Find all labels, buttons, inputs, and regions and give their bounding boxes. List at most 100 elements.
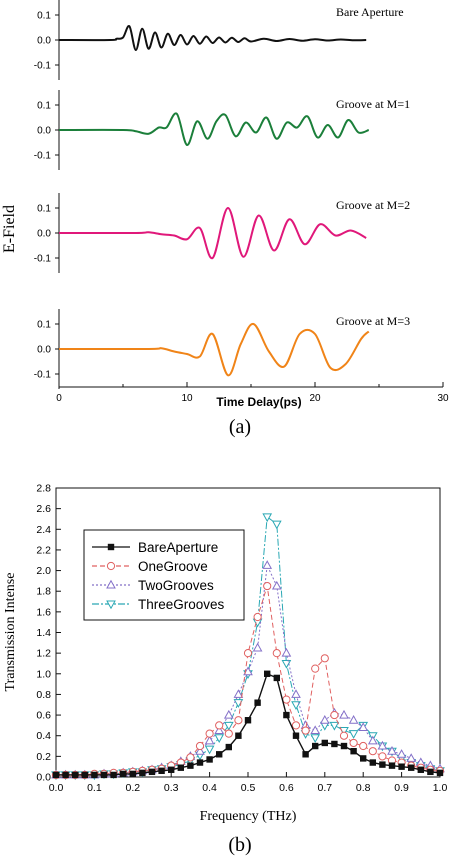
waveform-label: Groove at M=3 bbox=[336, 314, 410, 328]
data-point bbox=[72, 771, 79, 779]
data-point bbox=[320, 654, 329, 663]
data-point bbox=[243, 649, 253, 658]
data-point bbox=[91, 771, 98, 779]
data-point bbox=[319, 715, 330, 724]
data-point bbox=[339, 709, 349, 719]
data-point bbox=[253, 612, 262, 622]
data-point bbox=[106, 579, 116, 589]
data-point bbox=[120, 770, 127, 778]
data-point bbox=[330, 710, 339, 720]
x-tick-label: 0.3 bbox=[164, 782, 179, 794]
data-point bbox=[369, 759, 376, 766]
data-point bbox=[349, 738, 358, 748]
data-point bbox=[196, 759, 204, 766]
data-point bbox=[214, 734, 225, 744]
x-tick-label: 0.2 bbox=[125, 782, 140, 794]
data-point bbox=[379, 761, 386, 768]
data-point bbox=[81, 771, 88, 779]
data-point bbox=[52, 771, 60, 779]
waveform-label: Groove at M=1 bbox=[336, 97, 410, 111]
data-point bbox=[100, 771, 108, 779]
waveform-line bbox=[58, 206, 367, 260]
data-point bbox=[216, 751, 223, 758]
data-point bbox=[436, 769, 444, 777]
y-tick-label: 1.8 bbox=[36, 586, 51, 598]
waveform-line bbox=[58, 112, 370, 147]
legend-label: TwoGrooves bbox=[138, 578, 214, 593]
data-point bbox=[195, 741, 205, 751]
data-point bbox=[368, 747, 377, 756]
data-point bbox=[291, 689, 301, 698]
data-point bbox=[273, 674, 280, 682]
waveform-subplot: 0.1 0.0 -0.1 Bare Aperture bbox=[34, 0, 404, 80]
panel-a-xlabel: Time Delay(ps) bbox=[216, 395, 301, 409]
data-point bbox=[234, 716, 243, 725]
data-point bbox=[206, 756, 213, 763]
data-point bbox=[340, 742, 348, 750]
panel-b: 0.0 0.1 0.2 0.3 0.4 0.5 0.6 0.7 0.8 0.9 1.0 0.0 0.2 0… bbox=[3, 483, 447, 857]
data-point bbox=[148, 768, 156, 776]
x-tick-label: 0 bbox=[56, 393, 62, 404]
y-tick-label: 0.1 bbox=[37, 320, 51, 331]
data-point bbox=[398, 763, 405, 770]
x-tick-label: 1.0 bbox=[433, 782, 448, 794]
waveform-label: Groove at M=2 bbox=[336, 198, 410, 212]
data-point bbox=[262, 560, 273, 569]
data-point bbox=[129, 770, 136, 778]
y-tick-label: 1.6 bbox=[36, 606, 51, 618]
data-point bbox=[417, 766, 424, 773]
panel-b-ylabel: Transmission Intense bbox=[3, 573, 18, 692]
y-tick-label: -0.1 bbox=[34, 61, 52, 72]
x-tick-label: 0.5 bbox=[241, 782, 256, 794]
legend-label: OneGroove bbox=[138, 559, 208, 574]
data-point bbox=[271, 580, 282, 590]
x-tick-label: 0.0 bbox=[49, 782, 64, 794]
panel-b-caption: (b) bbox=[228, 834, 251, 856]
data-point bbox=[292, 732, 300, 739]
data-point bbox=[310, 734, 321, 744]
legend-label: ThreeGrooves bbox=[138, 597, 225, 612]
data-point bbox=[264, 670, 271, 677]
data-point bbox=[291, 721, 301, 730]
data-point bbox=[235, 732, 242, 739]
y-tick-label: 0.1 bbox=[37, 11, 51, 22]
data-point bbox=[204, 735, 215, 745]
y-tick-label: 0.1 bbox=[37, 101, 51, 112]
panel-b-legend: BareAperture OneGroove TwoGrooves ThreeGroo… bbox=[83, 529, 245, 621]
data-point bbox=[223, 721, 234, 731]
data-point bbox=[339, 731, 349, 740]
y-tick-label: -0.1 bbox=[34, 151, 52, 162]
data-point bbox=[302, 751, 309, 758]
data-point bbox=[311, 664, 320, 673]
x-tick-label: 30 bbox=[437, 393, 449, 404]
y-tick-label: 2.0 bbox=[36, 565, 51, 577]
y-tick-label: 1.4 bbox=[36, 627, 51, 639]
y-tick-label: 0.6 bbox=[36, 710, 51, 722]
data-point bbox=[272, 649, 281, 658]
y-tick-label: 2.2 bbox=[36, 544, 51, 556]
data-point bbox=[233, 689, 244, 698]
data-point bbox=[331, 740, 338, 748]
panel-a-caption: (a) bbox=[229, 416, 251, 438]
y-tick-label: 2.6 bbox=[36, 503, 51, 515]
panel-b-xlabel: Frequency (THz) bbox=[200, 809, 297, 824]
data-point bbox=[271, 520, 282, 530]
data-point bbox=[106, 561, 116, 571]
spectrum-series bbox=[52, 670, 444, 779]
y-tick-label: 1.0 bbox=[36, 668, 51, 680]
data-point bbox=[223, 709, 234, 719]
y-tick-label: 0.4 bbox=[36, 730, 51, 742]
y-tick-label: 2.4 bbox=[36, 524, 51, 536]
data-point bbox=[427, 768, 434, 776]
y-tick-label: -0.1 bbox=[34, 370, 52, 381]
data-point bbox=[348, 730, 359, 739]
data-point bbox=[62, 771, 69, 779]
panel-a-ylabel: E-Field bbox=[1, 205, 18, 253]
x-tick-label: 0.4 bbox=[202, 782, 217, 794]
data-point bbox=[408, 764, 415, 771]
data-point bbox=[107, 543, 115, 551]
data-point bbox=[406, 753, 417, 762]
data-point bbox=[283, 711, 290, 719]
data-point bbox=[367, 735, 378, 745]
